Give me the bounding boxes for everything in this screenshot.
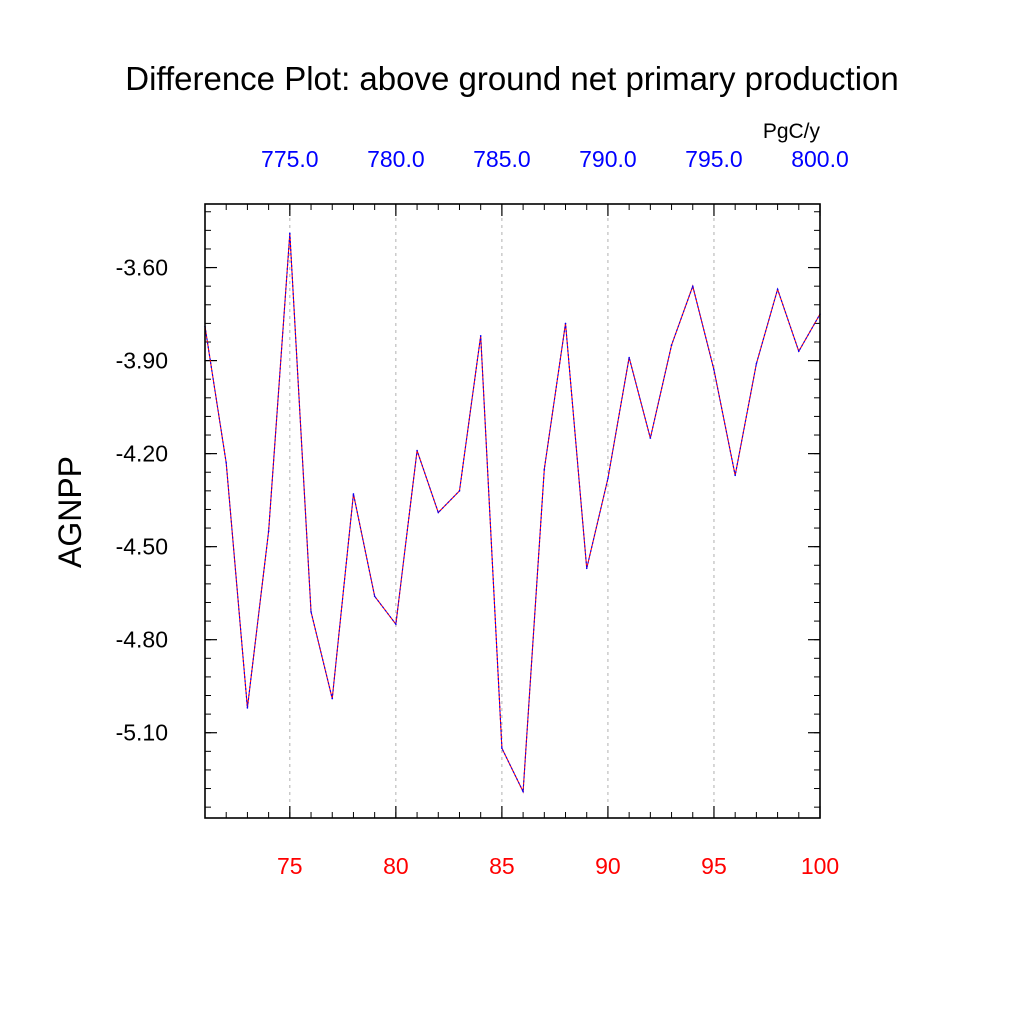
data-point [246, 707, 249, 709]
x-tick-label-top: 785.0 [473, 146, 531, 172]
data-point [734, 474, 736, 477]
data-point [437, 511, 440, 514]
chart-title: Difference Plot: above ground net primar… [125, 60, 899, 97]
data-point [691, 285, 694, 287]
data-point [373, 595, 376, 598]
minor-ticks [204, 204, 821, 818]
data-point [713, 369, 715, 371]
x-tick-label-bottom: 100 [801, 853, 839, 879]
major-ticks [205, 204, 821, 818]
data-point [501, 747, 503, 750]
data-point [522, 790, 524, 793]
units-label: PgC/y [763, 120, 821, 143]
data-point [649, 437, 652, 439]
series-line-blue [204, 233, 821, 794]
data-point [628, 356, 630, 359]
data-point [585, 567, 588, 570]
tick-labels: 75 80 85 90 95 100 775.0 780.0 785.0 790.0 795.0 80… [116, 146, 849, 879]
x-tick-label-bottom: 85 [489, 853, 515, 879]
data-point [225, 462, 228, 464]
data-point [607, 477, 609, 480]
x-tick-label-top: 790.0 [579, 146, 637, 172]
y-tick-label: -3.90 [116, 348, 168, 374]
data-series [204, 232, 821, 794]
data-point [564, 322, 567, 325]
x-tick-label-top: 800.0 [791, 146, 849, 172]
data-point [776, 288, 779, 291]
data-point [797, 350, 800, 353]
data-point [670, 344, 673, 346]
data-point [543, 468, 546, 470]
data-point [416, 449, 418, 452]
series-line-red [204, 233, 821, 794]
x-tick-label-bottom: 75 [277, 853, 303, 879]
grid-lines [289, 204, 715, 818]
y-tick-label: -5.10 [116, 720, 168, 746]
data-point [331, 697, 334, 700]
x-tick-label-top: 795.0 [685, 146, 743, 172]
data-point [267, 530, 270, 532]
y-tick-label: -4.80 [116, 627, 168, 653]
x-tick-label-bottom: 95 [701, 853, 727, 879]
x-tick-label-bottom: 90 [595, 853, 621, 879]
x-tick-label-top: 775.0 [261, 146, 319, 172]
data-point [458, 490, 461, 492]
data-point [479, 334, 482, 337]
data-point [352, 493, 355, 495]
x-tick-label-top: 780.0 [367, 146, 425, 172]
data-point [289, 232, 291, 235]
data-point [310, 610, 312, 613]
y-tick-label: -4.20 [116, 441, 168, 467]
y-tick-label: -3.60 [116, 255, 168, 281]
x-tick-label-bottom: 80 [383, 853, 409, 879]
data-point [755, 362, 758, 365]
data-point [395, 623, 397, 625]
y-axis-label: AGNPP [52, 456, 88, 568]
y-tick-label: -4.50 [116, 534, 168, 560]
plot-frame [204, 203, 821, 819]
